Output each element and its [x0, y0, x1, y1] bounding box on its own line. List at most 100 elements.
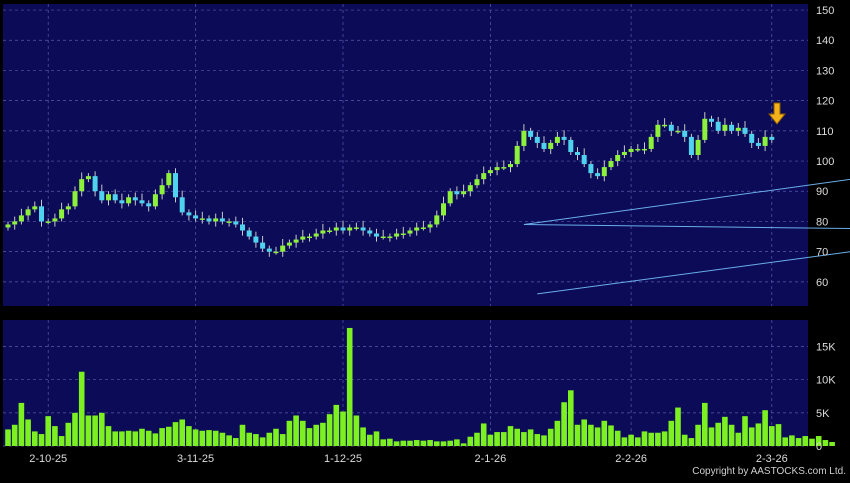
- candle-body: [407, 230, 413, 234]
- candle-body: [333, 227, 339, 231]
- candle-body: [260, 242, 266, 249]
- volume-bar: [467, 436, 474, 446]
- volume-bar: [675, 407, 681, 446]
- candle-body: [65, 206, 71, 210]
- candle-body: [233, 221, 239, 225]
- volume-bar: [434, 441, 440, 446]
- volume-bar: [407, 440, 413, 446]
- volume-bar: [447, 440, 453, 446]
- volume-bar: [822, 440, 829, 446]
- volume-bar: [219, 432, 226, 446]
- candle-body: [159, 185, 165, 195]
- volume-bar: [621, 437, 628, 446]
- volume-bar: [139, 428, 145, 446]
- candle-body: [72, 191, 78, 207]
- candle-body: [729, 124, 735, 131]
- volume-bar: [119, 431, 125, 446]
- candle-body: [394, 233, 400, 237]
- candle-body: [85, 176, 91, 180]
- volume-bar: [568, 390, 574, 446]
- candle-body: [487, 170, 493, 174]
- copyright-text: Copyright by AASTOCKS.com Ltd.: [692, 466, 846, 477]
- price-tick-label: 60: [816, 277, 828, 289]
- volume-bar: [755, 423, 762, 446]
- candle-body: [454, 191, 460, 195]
- candle-body: [568, 139, 574, 152]
- volume-bar: [735, 432, 742, 446]
- volume-bar: [574, 424, 581, 446]
- candle-body: [621, 151, 627, 155]
- candle-body: [688, 136, 694, 155]
- volume-bar: [561, 402, 567, 446]
- candle-body: [246, 230, 252, 237]
- volume-bar: [11, 424, 18, 446]
- x-tick-label: 2-1-26: [475, 453, 507, 465]
- candle-body: [434, 215, 440, 225]
- candle-body: [273, 251, 279, 254]
- candle-body: [769, 136, 775, 140]
- candle-body: [414, 227, 420, 231]
- volume-tick-label: 15K: [816, 342, 836, 354]
- candle-body: [92, 176, 98, 192]
- price-tick-label: 90: [816, 186, 828, 198]
- volume-bar: [487, 434, 494, 446]
- volume-bar: [78, 371, 85, 446]
- candle-body: [441, 203, 446, 216]
- candle-body: [52, 218, 58, 222]
- volume-bar: [440, 441, 447, 446]
- candle-body: [420, 227, 426, 229]
- candle-body: [307, 236, 312, 239]
- grid-layer: [3, 4, 808, 447]
- volume-bar: [125, 430, 132, 446]
- candle-body: [99, 191, 105, 201]
- candle-body: [286, 242, 292, 246]
- price-tick-label: 140: [816, 35, 834, 47]
- trend-line-channel-lower: [537, 251, 850, 295]
- volume-bar: [614, 430, 621, 446]
- volume-bar: [259, 437, 266, 446]
- volume-tick-label: 5K: [816, 408, 830, 420]
- candle-body: [139, 200, 145, 204]
- volume-bars: [5, 327, 835, 446]
- candle-body: [59, 209, 65, 219]
- volume-bar: [594, 427, 601, 446]
- volume-bar: [367, 434, 373, 446]
- candle-body: [742, 127, 748, 134]
- candle-body: [280, 245, 286, 252]
- candle-body: [541, 142, 547, 149]
- volume-bar: [628, 434, 634, 446]
- candle-body: [702, 118, 708, 140]
- price-candles: [5, 112, 775, 257]
- price-tick-label: 150: [816, 5, 834, 17]
- candle-body: [240, 224, 245, 231]
- volume-bar: [527, 429, 534, 446]
- volume-bar: [648, 432, 654, 446]
- candle-body: [25, 209, 31, 216]
- volume-bar: [494, 432, 500, 446]
- candle-body: [119, 200, 125, 204]
- volume-bar: [38, 434, 45, 446]
- volume-bar: [166, 426, 172, 446]
- candle-body: [427, 224, 433, 228]
- price-tick-label: 100: [816, 156, 834, 168]
- candle-body: [5, 224, 11, 228]
- candle-body: [166, 173, 172, 186]
- volume-bar: [273, 428, 279, 446]
- volume-bar: [246, 432, 252, 446]
- candle-body: [206, 218, 212, 222]
- volume-bar: [547, 428, 554, 446]
- volume-bar: [507, 426, 514, 446]
- candle-body: [367, 230, 373, 234]
- candle-body: [561, 136, 567, 140]
- volume-bar: [192, 429, 199, 446]
- volume-bar: [655, 432, 661, 446]
- volume-bar: [795, 438, 802, 446]
- volume-bar: [179, 419, 185, 446]
- volume-bar: [293, 415, 299, 446]
- candle-body: [447, 191, 453, 204]
- volume-bar: [105, 426, 112, 446]
- volume-bar: [815, 436, 822, 446]
- volume-bar: [286, 420, 293, 446]
- volume-bar: [762, 410, 768, 446]
- candle-body: [12, 221, 18, 225]
